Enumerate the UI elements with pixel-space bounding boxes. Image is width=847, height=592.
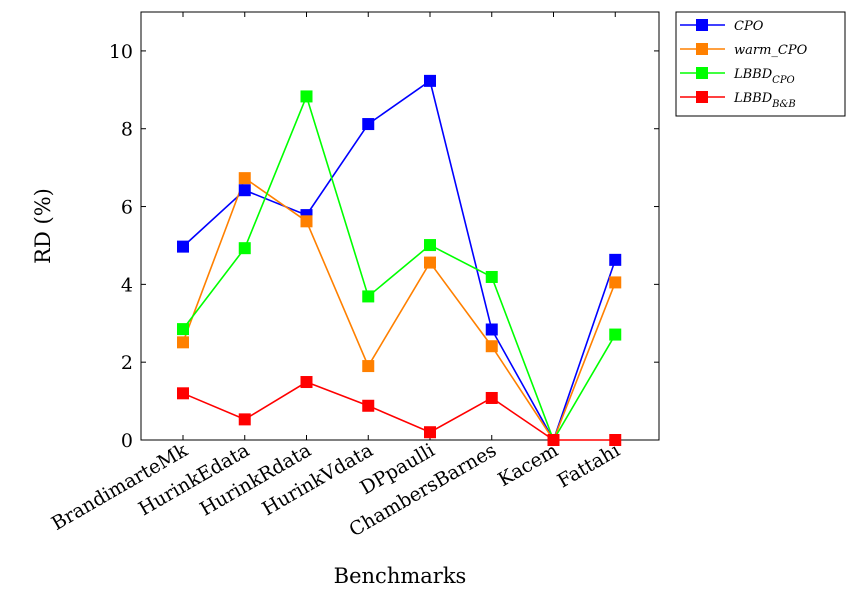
data-point-s0-4 (424, 74, 436, 87)
x-axis-title: Benchmarks (334, 564, 467, 588)
data-point-s2-2 (300, 90, 313, 103)
series-line-3 (182, 381, 616, 441)
data-point-s3-1 (238, 413, 251, 426)
data-point-s3-3 (362, 399, 375, 412)
data-point-s1-2 (300, 215, 313, 228)
data-point-s2-7 (609, 328, 622, 341)
data-point-s3-0 (177, 387, 189, 400)
y-tick-label: 2 (121, 352, 133, 374)
data-point-s2-4 (424, 239, 436, 252)
data-point-s2-0 (177, 323, 189, 336)
series-markers (177, 74, 622, 446)
data-point-s2-5 (485, 270, 498, 283)
data-point-s1-5 (485, 340, 498, 353)
data-point-s0-3 (362, 118, 375, 131)
series-line-2 (182, 94, 616, 442)
legend-marker-3 (696, 91, 708, 103)
legend-label-1: warm_CPO (734, 43, 808, 58)
legend-label-0: CPO (734, 19, 764, 34)
y-tick-label: 10 (109, 41, 133, 63)
y-tick-label: 8 (121, 119, 133, 141)
data-point-s2-1 (238, 242, 251, 255)
data-point-s3-7 (609, 434, 622, 446)
legend-label-2: LBBDCPO (733, 67, 795, 86)
series-lines (182, 79, 617, 442)
y-axis-title: RD (%) (31, 188, 55, 264)
data-point-s3-6 (547, 434, 560, 446)
plot-area-frame (140, 11, 660, 441)
data-point-s1-3 (362, 360, 375, 373)
data-point-s0-5 (485, 323, 498, 336)
data-point-s1-0 (177, 336, 189, 349)
series-line-0 (182, 79, 617, 442)
series-line-1 (182, 176, 616, 442)
data-point-s1-7 (609, 276, 622, 289)
data-point-s3-4 (424, 426, 436, 439)
legend-label-3: LBBDB&B (733, 91, 796, 110)
legend-marker-2 (696, 67, 708, 79)
y-tick-label: 4 (121, 274, 133, 296)
data-point-s0-0 (177, 240, 189, 253)
y-tick-label: 0 (121, 430, 133, 452)
x-tick-label: Fattahi (554, 439, 624, 492)
data-point-s2-3 (362, 290, 375, 303)
data-point-s3-5 (485, 391, 498, 404)
data-point-s1-1 (238, 172, 251, 185)
axis-ticks: 0246810BrandimarteMkHurinkEdataHurinkRda… (48, 12, 659, 541)
legend-marker-0 (696, 19, 708, 31)
data-point-s1-4 (424, 256, 436, 269)
data-point-s0-1 (238, 184, 251, 197)
y-tick-label: 6 (121, 197, 133, 219)
legend-marker-1 (696, 43, 708, 55)
data-point-s3-2 (300, 376, 313, 389)
data-point-s0-7 (609, 253, 622, 266)
x-tick-label: Kacem (494, 439, 562, 491)
legend: CPO warm_CPO LBBDCPO LBBDB&B (675, 11, 846, 117)
